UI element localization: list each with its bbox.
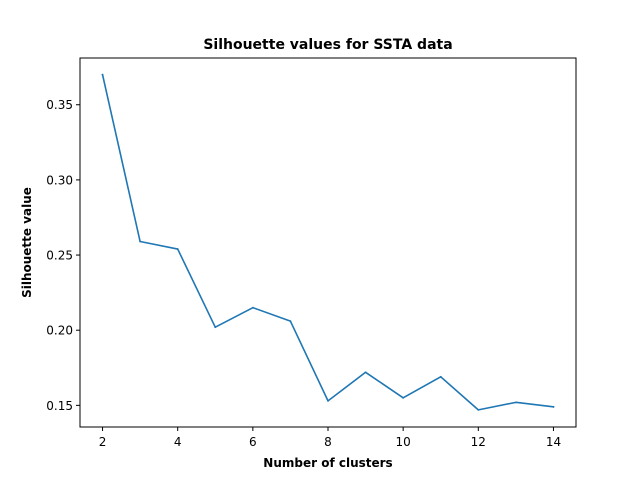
plot-area [101,73,555,411]
data-point [251,306,254,309]
y-axis-label: Silhouette value [20,187,34,298]
data-point [327,399,329,402]
x-tick-label: 14 [546,435,561,449]
data-point [139,240,142,243]
chart-title: Silhouette values for SSTA data [203,37,452,53]
data-point [402,396,405,399]
x-tick-label: 10 [396,435,411,449]
data-point [364,371,367,374]
data-point [477,408,480,411]
data-point [439,375,442,378]
y-tick-label: 0.35 [46,98,73,112]
x-tick-label: 4 [174,435,182,449]
y-tick-label: 0.20 [46,324,73,338]
x-tick-label: 6 [249,435,257,449]
data-point [289,320,292,323]
data-point [101,73,104,76]
y-tick-label: 0.30 [46,173,73,187]
x-tick-label: 12 [471,435,486,449]
tick-layer: 2 4 6 8 10 12 14 0.15 0.20 0.25 0.30 0.35 [46,98,561,449]
y-tick-label: 0.15 [46,399,73,413]
data-point [176,248,179,250]
x-axis-label: Number of clusters [263,456,392,470]
x-tick-label: 8 [324,435,332,449]
y-tick-label: 0.25 [46,249,73,263]
data-point [552,405,555,408]
x-tick-label: 2 [99,435,107,449]
data-point [514,401,517,404]
data-point [214,326,217,329]
